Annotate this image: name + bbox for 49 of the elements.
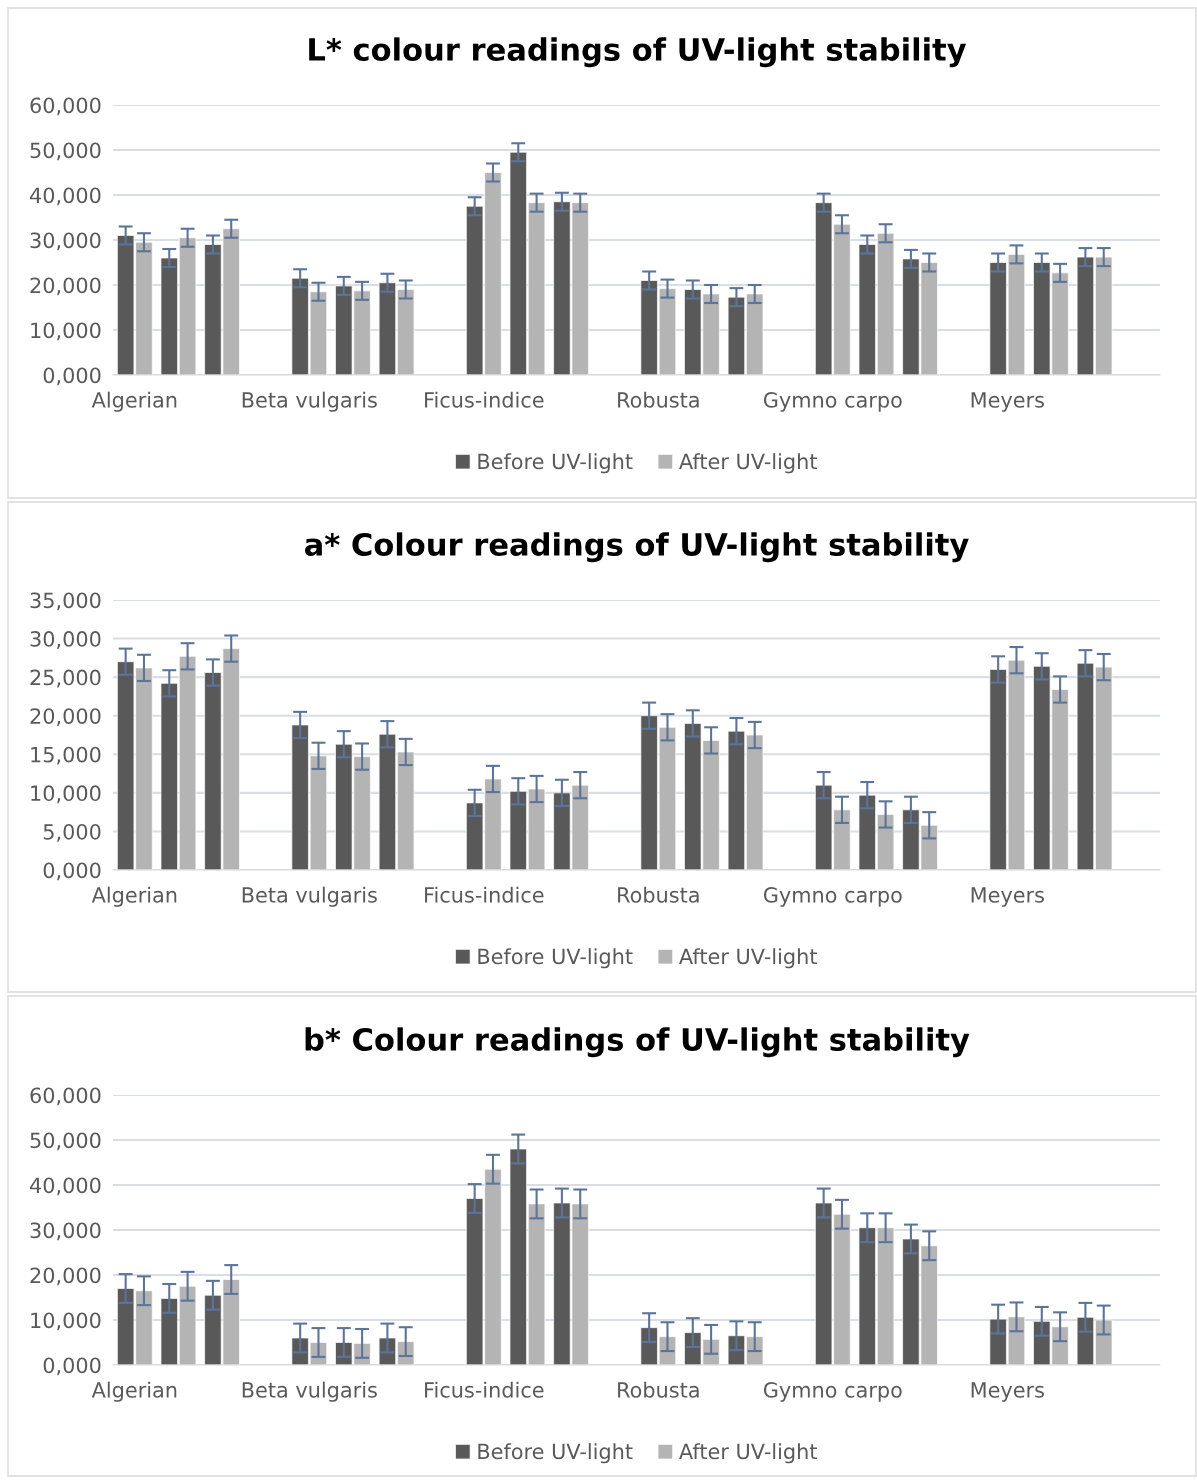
y-tick-label: 35,000 bbox=[30, 592, 101, 611]
legend-label: Before UV-light bbox=[478, 948, 633, 969]
chart-title: a* Colour readings of UV-light stability bbox=[304, 532, 969, 563]
x-tick-label: Beta vulgaris bbox=[242, 886, 377, 907]
chart-title: b* Colour readings of UV-light stability bbox=[305, 1027, 970, 1058]
y-tick-label: 30,000 bbox=[30, 1222, 101, 1241]
y-tick-label: 25,000 bbox=[30, 669, 101, 688]
y-tick-label: 50,000 bbox=[30, 142, 101, 161]
x-tick-label: Meyers bbox=[971, 392, 1044, 412]
legend-label: After UV-light bbox=[679, 948, 817, 969]
x-tick-label: Robusta bbox=[618, 391, 699, 408]
y-tick-label: 5,000 bbox=[43, 823, 101, 842]
x-tick-label: Ficus-indice bbox=[425, 1381, 544, 1398]
x-tick-label: Meyers bbox=[971, 887, 1044, 907]
chart-title: L* colour readings of UV-light stability bbox=[309, 37, 967, 68]
y-tick-label: 30,000 bbox=[30, 631, 101, 649]
y-tick-label: 0,000 bbox=[43, 862, 101, 881]
x-tick-label: Ficus-indice bbox=[425, 391, 544, 408]
y-tick-label: 10,000 bbox=[31, 1312, 101, 1331]
y-tick-label: 60,000 bbox=[30, 1087, 101, 1106]
y-tick-label: 10,000 bbox=[31, 785, 101, 804]
y-tick-label: 60,000 bbox=[30, 97, 101, 116]
y-tick-label: 0,000 bbox=[43, 1357, 101, 1376]
legend-label: After UV-light bbox=[679, 453, 817, 474]
x-tick-label: Ficus-indice bbox=[425, 886, 544, 903]
y-tick-label: 20,000 bbox=[30, 708, 101, 727]
y-tick-label: 30,000 bbox=[30, 232, 101, 251]
legend-label: Before UV-light bbox=[478, 1443, 633, 1464]
x-tick-label: Gymno carpo bbox=[763, 1382, 902, 1402]
y-tick-label: 0,000 bbox=[43, 367, 101, 386]
x-tick-label: Algerian bbox=[91, 1381, 177, 1402]
x-tick-label: Gymno carpo bbox=[763, 392, 902, 412]
x-tick-label: Algerian bbox=[91, 886, 177, 907]
y-tick-label: 40,000 bbox=[30, 187, 101, 206]
legend-label: Before UV-light bbox=[478, 453, 633, 474]
x-tick-label: Robusta bbox=[618, 886, 699, 903]
y-tick-label: 20,000 bbox=[30, 1267, 101, 1286]
x-tick-label: Algerian bbox=[91, 391, 177, 412]
y-tick-label: 50,000 bbox=[30, 1132, 101, 1151]
x-tick-label: Robusta bbox=[618, 1381, 699, 1398]
y-tick-label: 20,000 bbox=[30, 277, 101, 296]
x-tick-label: Beta vulgaris bbox=[242, 391, 377, 412]
y-tick-label: 40,000 bbox=[30, 1177, 101, 1196]
x-tick-label: Gymno carpo bbox=[763, 887, 902, 907]
x-tick-label: Beta vulgaris bbox=[242, 1381, 377, 1402]
x-tick-label: Meyers bbox=[971, 1382, 1044, 1402]
legend-label: After UV-light bbox=[679, 1443, 817, 1464]
y-tick-label: 15,000 bbox=[31, 746, 101, 765]
y-tick-label: 10,000 bbox=[31, 322, 101, 341]
